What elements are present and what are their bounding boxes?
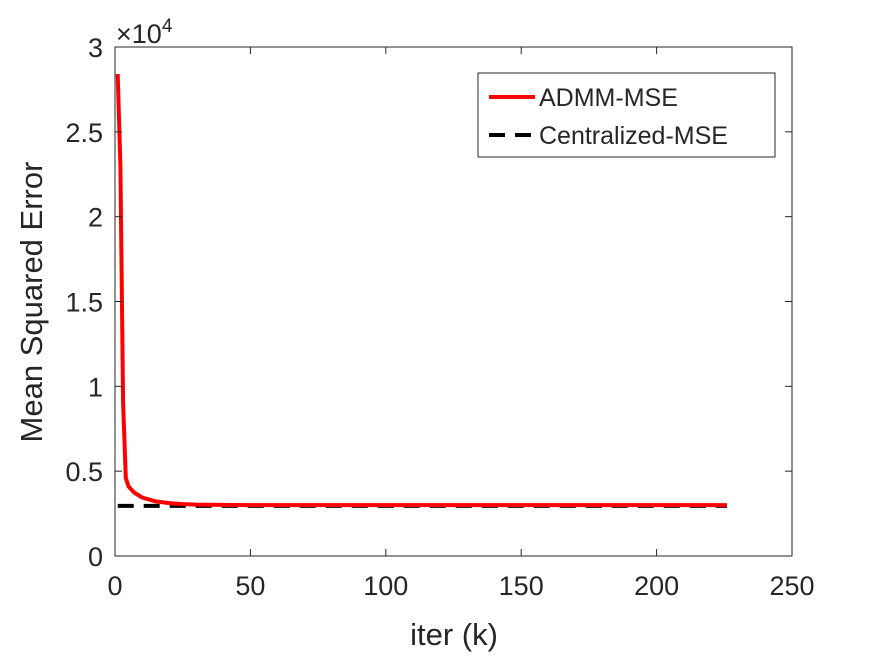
- x-tick-label: 150: [499, 571, 544, 601]
- y-tick-label: 0.5: [65, 457, 103, 487]
- x-tick-label: 50: [235, 571, 265, 601]
- y-axis-exponent-power: 4: [162, 16, 173, 37]
- y-axis-label: Mean Squared Error: [14, 162, 49, 443]
- x-axis-label: iter (k): [410, 617, 498, 652]
- x-tick-label: 200: [634, 571, 679, 601]
- legend-label: ADMM-MSE: [539, 84, 678, 112]
- y-tick-label: 2: [88, 203, 103, 233]
- y-axis-exponent-label: ×104: [116, 16, 173, 49]
- legend: ADMM-MSE Centralized-MSE: [477, 72, 776, 158]
- y-tick-label: 2.5: [65, 118, 103, 148]
- x-tick-label: 100: [363, 571, 408, 601]
- tick-layer: 0 50 100 150 200 250 0 0.5 1 1.5 2 2.5 3: [65, 33, 814, 601]
- series-layer: [115, 74, 727, 508]
- x-tick-label: 250: [769, 571, 814, 601]
- y-tick-label: 1.5: [65, 288, 103, 318]
- y-tick-label: 1: [88, 372, 103, 402]
- y-tick-label: 0: [88, 542, 103, 572]
- legend-label: Centralized-MSE: [539, 122, 728, 150]
- series-line-admm-mse: [115, 74, 727, 508]
- x-tick-label: 0: [107, 571, 122, 601]
- y-tick-label: 3: [88, 33, 103, 63]
- legend-box: [477, 72, 776, 158]
